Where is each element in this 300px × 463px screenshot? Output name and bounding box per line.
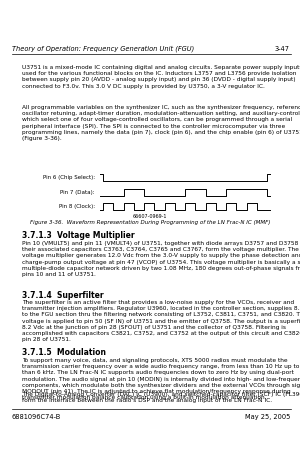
Text: The Digital-to-Analog Converter (DAC) IC (U3900), and switched-capacitor filter : The Digital-to-Analog Converter (DAC) IC… [22, 391, 300, 402]
Text: 6881096C74-B: 6881096C74-B [12, 413, 61, 419]
Text: 66607-0969-1: 66607-0969-1 [133, 213, 167, 219]
Text: 3.7.1.3  Voltage Multiplier: 3.7.1.3 Voltage Multiplier [22, 231, 135, 239]
Text: The superfilter is an active filter that provides a low-noise supply for the VCO: The superfilter is an active filter that… [22, 300, 300, 341]
Text: Theory of Operation: Frequency Generation Unit (FGU): Theory of Operation: Frequency Generatio… [12, 45, 194, 52]
Text: U3751 is a mixed-mode IC containing digital and analog circuits. Separate power : U3751 is a mixed-mode IC containing digi… [22, 65, 300, 88]
Text: Figure 3-36.  Waveform Representation During Programming of the LN Frac-N IC (MM: Figure 3-36. Waveform Representation Dur… [30, 219, 270, 225]
Text: Pin 7 (Data):: Pin 7 (Data): [60, 190, 95, 195]
Text: May 25, 2005: May 25, 2005 [244, 413, 290, 419]
Text: Pin 6 (Chip Select):: Pin 6 (Chip Select): [43, 175, 95, 180]
Text: 3.7.1.5  Modulation: 3.7.1.5 Modulation [22, 347, 106, 356]
Text: 3-47: 3-47 [275, 46, 290, 52]
Text: Pin 8 (Clock):: Pin 8 (Clock): [59, 204, 95, 209]
Text: 3.7.1.4  Superfilter: 3.7.1.4 Superfilter [22, 290, 104, 300]
Text: All programmable variables on the synthesizer IC, such as the synthesizer freque: All programmable variables on the synthe… [22, 105, 300, 141]
Text: Pin 10 (VMULT5) and pin 11 (VMULT4) of U3751, together with diode arrays D3757 a: Pin 10 (VMULT5) and pin 11 (VMULT4) of U… [22, 240, 300, 276]
Text: To support many voice, data, and signaling protocols, XTS 5000 radios must modul: To support many voice, data, and signali… [22, 357, 300, 399]
